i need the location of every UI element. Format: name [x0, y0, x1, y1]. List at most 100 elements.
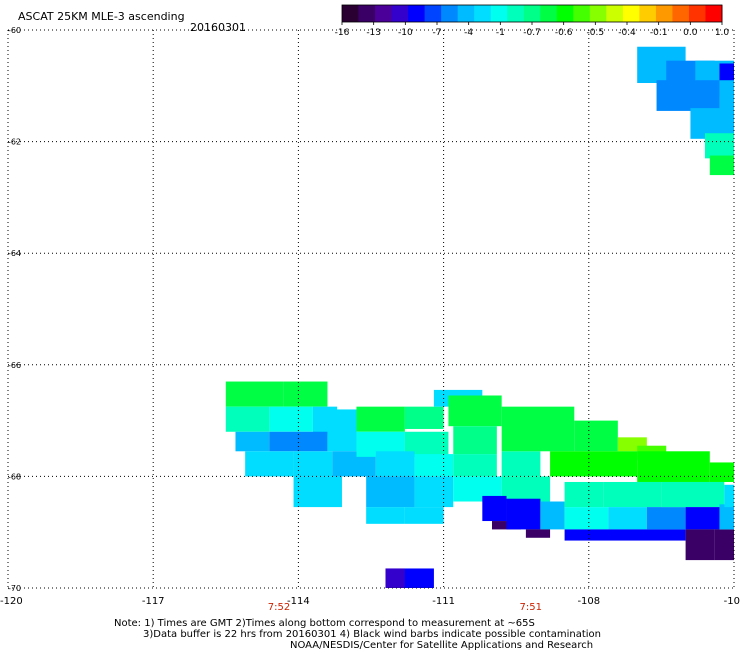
colorbar-swatch [523, 5, 541, 22]
colorbar-swatch [655, 5, 673, 22]
y-tick-label: -62 [8, 138, 21, 147]
colorbar-swatch [507, 5, 525, 22]
data-cell [564, 481, 604, 508]
data-cell [709, 462, 734, 482]
colorbar-label: -0.5 [587, 28, 605, 38]
colorbar-swatch [639, 5, 657, 22]
time-label: 7:51 [519, 602, 541, 613]
colorbar-swatch [490, 5, 508, 22]
data-cell [734, 108, 740, 139]
y-tick-label: -64 [8, 249, 21, 258]
data-cell [356, 406, 405, 432]
data-cell [448, 395, 502, 427]
data-cell [506, 498, 541, 530]
x-tick-label: -108 [577, 596, 600, 607]
data-cell [375, 451, 415, 477]
data-cell [414, 454, 454, 477]
data-cell [525, 529, 551, 538]
colorbar-label: 1.0 [715, 28, 730, 38]
data-cell [283, 381, 328, 407]
colorbar-swatch [589, 5, 607, 22]
data-cell [385, 568, 405, 588]
data-cell [719, 80, 734, 111]
colorbar-label: 0.0 [683, 28, 698, 38]
colorbar-swatch [474, 5, 492, 22]
data-cell [564, 507, 609, 530]
colorbar-swatch [556, 5, 574, 22]
data-cell [685, 507, 720, 530]
data-cell [327, 409, 357, 452]
data-cells [225, 46, 740, 588]
data-cell [719, 504, 734, 530]
data-cell [225, 406, 270, 432]
data-cell [550, 451, 638, 477]
data-cell [501, 451, 541, 477]
colorbar-label: -0.7 [523, 28, 541, 38]
note-line-2: 3)Data buffer is 22 hrs from 20160301 4)… [143, 629, 601, 640]
data-cell [235, 431, 270, 452]
data-cell [704, 133, 734, 159]
colorbar-swatch [457, 5, 475, 22]
time-label: 7:52 [268, 602, 290, 613]
data-cell [366, 507, 405, 524]
note-line-3: NOAA/NESDIS/Center for Satellite Applica… [290, 640, 593, 650]
colorbar-swatch [688, 5, 706, 22]
y-tick-label: -68 [8, 472, 21, 481]
data-cell [293, 451, 333, 477]
note-line-1: Note: 1) Times are GMT 2)Times along bot… [114, 618, 535, 629]
colorbar-label: -16 [335, 28, 350, 38]
data-cell [724, 484, 734, 508]
colorbar-swatch [441, 5, 459, 22]
colorbar: -16 -13 -10 -7 -4 -1 -0.7 -0.6 -0.5 -0.4 -0.1 0.0 1.… [335, 4, 730, 38]
data-cell [453, 426, 497, 455]
colorbar-swatch [622, 5, 640, 22]
colorbar-label: -0.1 [650, 28, 668, 38]
colorbar-swatch [342, 5, 360, 22]
data-cell [685, 529, 715, 561]
colorbar-swatch [573, 5, 591, 22]
data-cell [245, 451, 294, 477]
data-cell [414, 476, 454, 508]
colorbar-label: -0.6 [555, 28, 573, 38]
data-cell [293, 476, 342, 508]
colorbar-label: -0.4 [618, 28, 636, 38]
y-tick-label: -66 [8, 361, 21, 370]
axis-labels: -120 -117 -114 -111 -108 -10 -60 -62 -64 -66 -68 -7… [0, 26, 740, 613]
data-cell [501, 406, 575, 452]
data-cell [225, 381, 284, 407]
colorbar-label: -7 [433, 28, 442, 38]
colorbar-swatch [540, 5, 558, 22]
colorbar-swatch [424, 5, 442, 22]
data-cell [637, 451, 710, 482]
x-tick-label: -117 [142, 596, 165, 607]
colorbar-swatch [672, 5, 690, 22]
x-tick-label: -114 [287, 596, 310, 607]
data-cell [453, 454, 497, 477]
data-cell [574, 420, 618, 452]
colorbar-label: -10 [398, 28, 413, 38]
data-cell [404, 406, 444, 429]
grid-lines [7, 29, 735, 589]
colorbar-swatch [391, 5, 409, 22]
colorbar-swatch [705, 5, 723, 22]
data-cell [269, 431, 328, 452]
data-cell [501, 476, 551, 502]
colorbar-swatch [358, 5, 376, 22]
data-cell [564, 529, 686, 541]
x-tick-label: -10 [724, 596, 740, 607]
data-cell [540, 501, 565, 530]
data-cell [709, 155, 734, 176]
data-cell [661, 481, 725, 508]
x-tick-label: -120 [0, 596, 23, 607]
x-tick-label: -111 [432, 596, 455, 607]
data-cell [656, 80, 720, 111]
data-cell [366, 476, 415, 508]
colorbar-label: -13 [366, 28, 381, 38]
y-tick-label: -70 [8, 584, 21, 593]
colorbar-label: -4 [464, 28, 473, 38]
chart-title: ASCAT 25KM MLE-3 ascending [18, 10, 185, 23]
data-cell [646, 507, 686, 530]
colorbar-swatch [375, 5, 393, 22]
data-cell [608, 507, 647, 530]
